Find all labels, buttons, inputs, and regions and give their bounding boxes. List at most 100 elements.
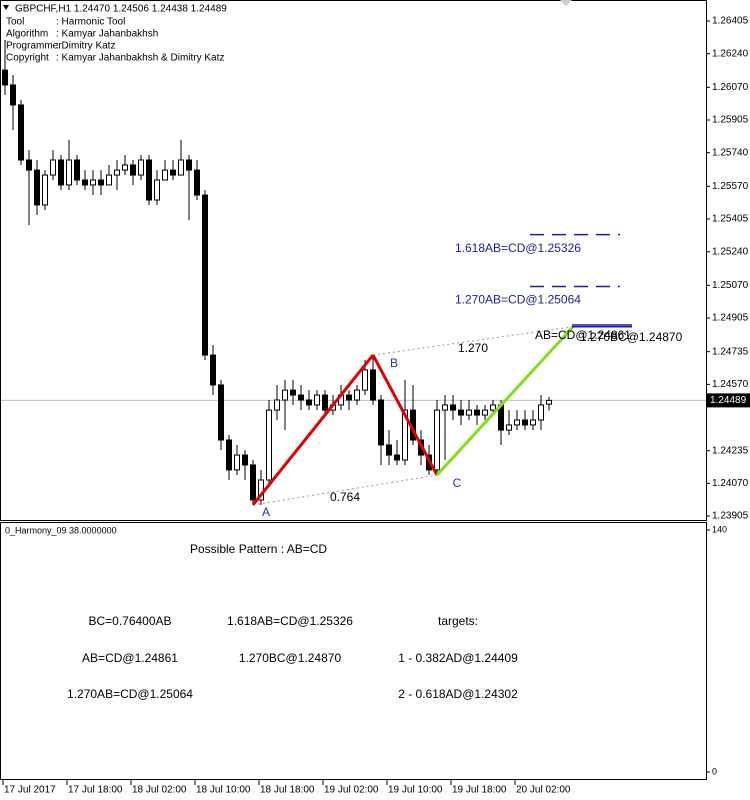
y-tick-label: 1.26405	[712, 16, 749, 27]
candle-body	[242, 454, 248, 466]
candle-body	[210, 354, 216, 386]
candle-body	[50, 159, 56, 176]
y-tick-label: 1.26070	[712, 82, 749, 93]
pattern-leg	[435, 325, 575, 477]
pattern-info: targets:	[438, 614, 478, 628]
candle-body	[74, 159, 80, 181]
pattern-heading: Possible Pattern : AB=CD	[190, 542, 327, 556]
y-tick-label: 1.25405	[712, 214, 749, 225]
candle-body	[298, 394, 304, 401]
info-value: : Kamyar Jahanbakhsh & Dimitry Katz	[56, 53, 224, 64]
candle-body	[178, 159, 184, 176]
candle-body	[450, 404, 456, 411]
candle-body	[546, 399, 552, 405]
x-tick-label: 20 Jul 02:00	[516, 785, 571, 796]
chart-title: GBPCHF,H1 1.24470 1.24506 1.24438 1.2448…	[15, 4, 227, 15]
candle-body	[194, 169, 200, 196]
candle-body	[162, 169, 168, 181]
candle-body	[386, 444, 392, 456]
ratio-line	[252, 474, 438, 506]
candle-body	[354, 389, 360, 401]
target-level-label: 1.270BC@1.24870	[580, 330, 683, 344]
pattern-info: 1 - 0.382AD@1.24409	[398, 651, 518, 665]
candle-body	[90, 179, 96, 186]
x-tick-label: 17 Jul 2017	[4, 785, 56, 796]
info-value: : Dimitry Katz	[56, 41, 115, 52]
candle-body	[34, 169, 40, 206]
x-tick-label: 17 Jul 18:00	[68, 785, 123, 796]
info-label: Tool	[6, 17, 24, 28]
candle-body	[114, 169, 120, 176]
candle-body	[10, 84, 16, 106]
candle-body	[370, 369, 376, 401]
candle-body	[322, 394, 328, 411]
candle-body	[530, 419, 536, 426]
candle-body	[378, 399, 384, 446]
pattern-leg	[371, 354, 439, 476]
candle-body	[202, 194, 208, 356]
candle-body	[58, 159, 64, 186]
current-price-box	[706, 393, 750, 408]
x-tick-label: 19 Jul 10:00	[388, 785, 443, 796]
y-tick-label: 1.23905	[712, 511, 749, 522]
candle-body	[482, 409, 488, 416]
x-tick-label: 18 Jul 02:00	[132, 785, 187, 796]
candle-body	[282, 389, 288, 401]
info-value: : Harmonic Tool	[56, 17, 125, 28]
candle-body	[130, 164, 136, 176]
pattern-info: 1.618AB=CD@1.25326	[227, 614, 353, 628]
ratio-label: 0.764	[330, 490, 360, 504]
candle-body	[362, 369, 368, 391]
ratio-line	[372, 326, 574, 356]
target-level-label: AB=CD@1.24861	[535, 328, 631, 342]
info-label: Programmer	[6, 41, 62, 52]
info-label: Copyright	[6, 53, 49, 64]
y-tick-label: 1.25070	[712, 280, 749, 291]
candle-body	[66, 159, 72, 186]
x-tick-label: 19 Jul 18:00	[452, 785, 507, 796]
candle-body	[170, 169, 176, 176]
candle-body	[434, 409, 440, 471]
candle-body	[218, 384, 224, 441]
x-tick-label: 19 Jul 02:00	[324, 785, 379, 796]
indicator-y-tick-label: 0	[712, 766, 717, 776]
pattern-info: AB=CD@1.24861	[82, 651, 178, 665]
candle-body	[394, 454, 400, 461]
candle-body	[538, 404, 544, 421]
candle-body	[402, 409, 408, 461]
y-tick-label: 1.25240	[712, 246, 749, 257]
candle-body	[2, 69, 8, 86]
y-tick-label: 1.24070	[712, 478, 749, 489]
candle-body	[146, 159, 152, 201]
candle-body	[274, 399, 280, 411]
candle-body	[458, 409, 464, 416]
y-tick-label: 1.24735	[712, 346, 749, 357]
candle-body	[42, 174, 48, 206]
main-frame	[0, 0, 707, 521]
candle-body	[346, 394, 352, 401]
candle-body	[474, 409, 480, 416]
pattern-point-label: A	[262, 505, 270, 519]
target-level-label: 1.270AB=CD@1.25064	[455, 293, 581, 307]
candle-body	[186, 159, 192, 171]
candle-body	[226, 439, 232, 471]
indicator-frame	[0, 522, 707, 780]
candle-body	[466, 409, 472, 416]
candle-body	[138, 159, 144, 176]
shift-marker	[560, 0, 572, 6]
candle-body	[514, 419, 520, 426]
candle-body	[506, 424, 512, 431]
indicator-y-tick-label: 140	[712, 524, 727, 534]
pattern-point-label: C	[453, 476, 462, 490]
pattern-leg	[251, 354, 375, 506]
y-tick-label: 1.25570	[712, 181, 749, 192]
current-price-label: 1.24489	[710, 395, 747, 406]
candle-body	[314, 394, 320, 406]
candle-body	[306, 399, 312, 406]
pattern-info: 2 - 0.618AD@1.24302	[398, 687, 518, 701]
y-tick-label: 1.26240	[712, 48, 749, 59]
candle-body	[98, 179, 104, 186]
candle-body	[290, 389, 296, 396]
y-tick-label: 1.25905	[712, 115, 749, 126]
x-tick-label: 18 Jul 18:00	[260, 785, 315, 796]
